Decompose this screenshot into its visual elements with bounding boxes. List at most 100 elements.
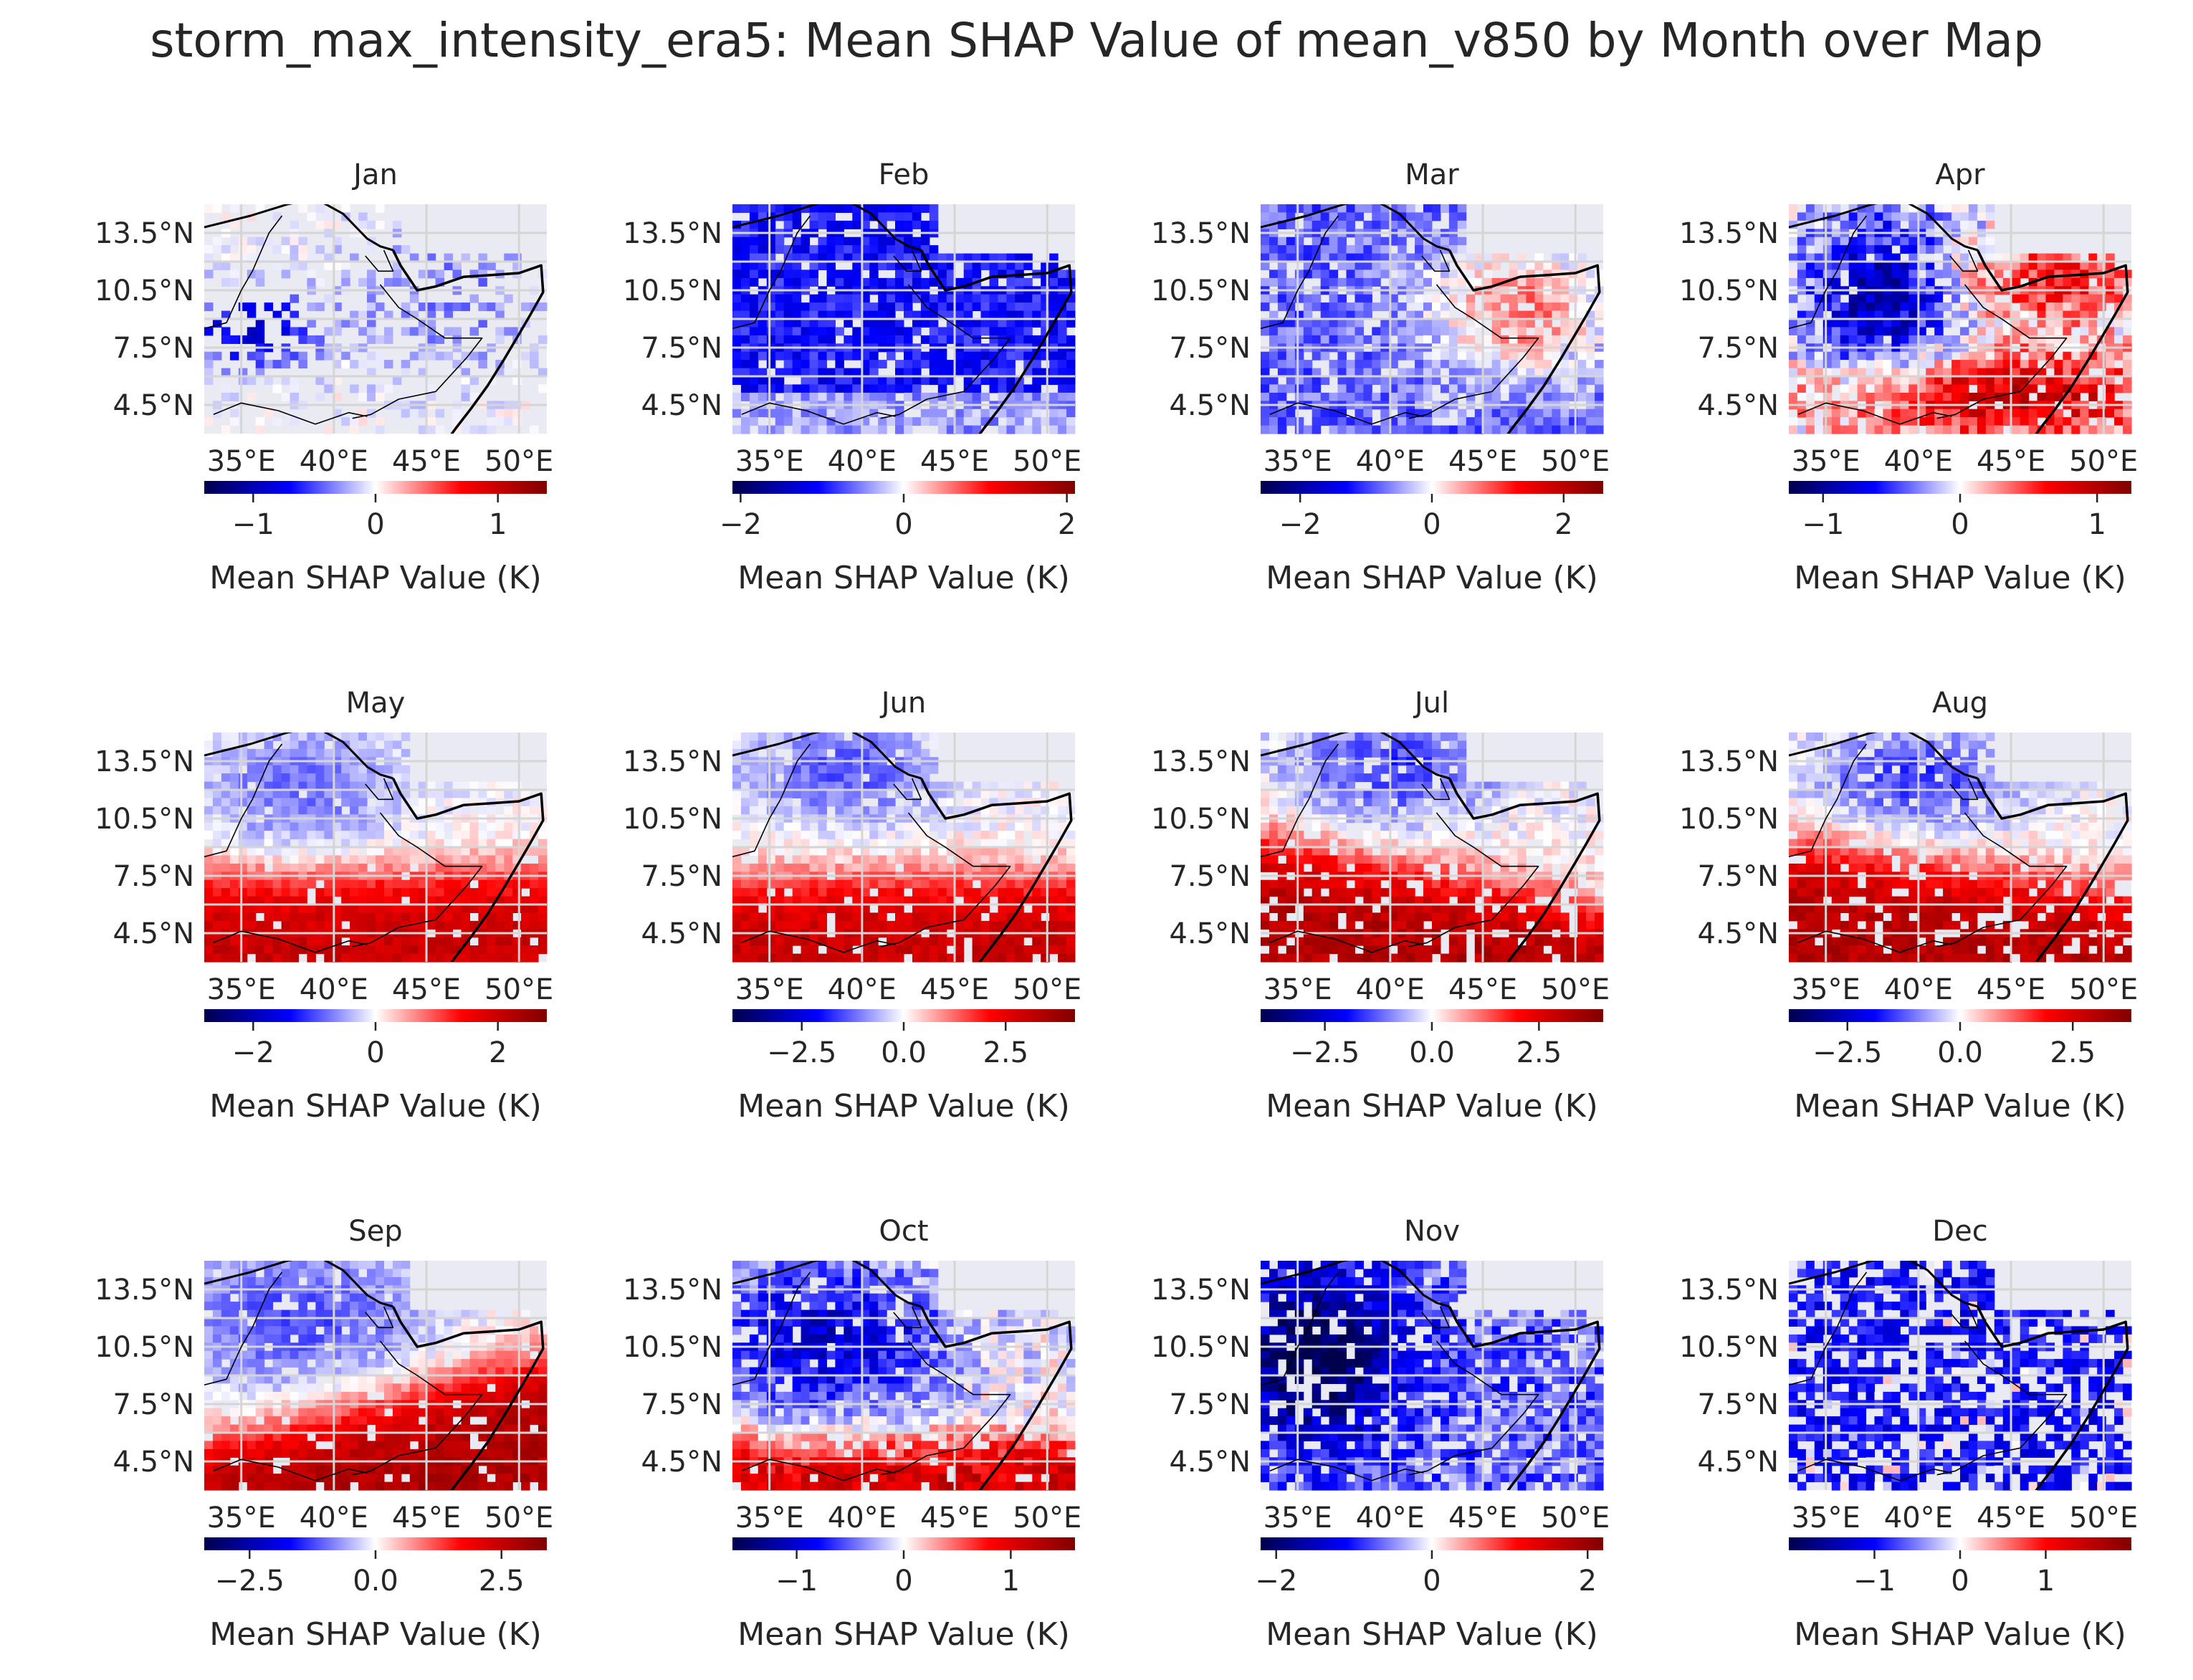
heat-cell bbox=[801, 335, 811, 344]
heat-cell bbox=[272, 798, 282, 807]
heat-cell bbox=[341, 855, 350, 864]
heat-cell bbox=[281, 888, 291, 897]
heat-cell bbox=[1058, 368, 1067, 377]
heat-cell bbox=[1277, 327, 1287, 336]
heat-cell bbox=[426, 896, 436, 905]
heat-cell bbox=[1006, 806, 1016, 815]
heat-cell bbox=[980, 310, 990, 320]
heat-cell bbox=[358, 905, 368, 913]
heat-cell bbox=[1569, 351, 1578, 361]
heat-cell bbox=[341, 781, 350, 791]
heat-cell bbox=[1805, 294, 1815, 303]
heat-cell bbox=[307, 781, 316, 791]
heat-cell bbox=[1560, 409, 1570, 418]
heat-cell bbox=[247, 310, 257, 320]
heat-cell bbox=[844, 831, 853, 840]
heat-cell bbox=[835, 384, 844, 393]
heat-cell bbox=[801, 905, 811, 913]
heat-cell bbox=[2037, 409, 2047, 418]
heat-cell bbox=[1032, 319, 1041, 328]
heat-cell bbox=[989, 277, 998, 287]
heat-cell bbox=[238, 879, 248, 889]
heat-cell bbox=[1058, 855, 1067, 864]
heat-cell bbox=[512, 937, 522, 946]
heat-cell bbox=[1917, 360, 1926, 369]
heat-cell bbox=[887, 204, 896, 213]
heat-cell bbox=[307, 732, 316, 741]
heat-cell bbox=[435, 781, 445, 791]
heat-cell bbox=[861, 740, 870, 750]
heat-cell bbox=[1891, 384, 1901, 393]
heat-cell bbox=[247, 245, 257, 254]
heat-cell bbox=[426, 912, 436, 922]
heat-cell bbox=[1814, 425, 1824, 434]
heat-cell bbox=[1372, 237, 1381, 246]
heat-cell bbox=[264, 781, 274, 791]
heat-cell bbox=[487, 888, 496, 897]
lon-tick-label: 35°E bbox=[207, 973, 276, 1006]
heat-cell bbox=[826, 732, 836, 741]
heat-cell bbox=[792, 277, 802, 287]
heat-cell bbox=[1423, 360, 1433, 369]
heat-cell bbox=[1303, 376, 1313, 385]
heat-cell bbox=[1586, 360, 1595, 369]
heat-cell bbox=[835, 392, 844, 401]
heat-cell bbox=[1934, 319, 1944, 328]
heat-cell bbox=[741, 822, 750, 831]
heat-cell bbox=[435, 351, 445, 361]
heat-cell bbox=[418, 937, 428, 946]
coastlines bbox=[1789, 204, 2129, 434]
heat-cell bbox=[1346, 376, 1355, 385]
heat-cell bbox=[469, 953, 479, 963]
heat-cell bbox=[298, 748, 307, 758]
heat-cell bbox=[852, 847, 861, 856]
heat-cell bbox=[307, 798, 316, 807]
heat-cell bbox=[2097, 417, 2106, 426]
heat-cell bbox=[835, 732, 844, 741]
heat-cell bbox=[861, 237, 870, 246]
heat-cell bbox=[1354, 302, 1364, 312]
heat-cell bbox=[426, 920, 436, 930]
heat-cell bbox=[1814, 310, 1824, 320]
heat-cell bbox=[392, 905, 402, 913]
heat-cell bbox=[2106, 335, 2115, 344]
heat-cell bbox=[1346, 220, 1355, 229]
heat-cell bbox=[504, 831, 513, 840]
heat-cell bbox=[333, 790, 342, 798]
heat-cell bbox=[861, 806, 870, 815]
heat-cell bbox=[1857, 392, 1867, 401]
heat-cell bbox=[1466, 269, 1476, 279]
heat-cell bbox=[221, 773, 231, 783]
heat-cell bbox=[1058, 360, 1067, 369]
heat-cell bbox=[732, 302, 742, 312]
heat-cell bbox=[818, 798, 827, 807]
heat-cell bbox=[1354, 204, 1364, 213]
heat-cell bbox=[2097, 294, 2106, 303]
heat-cell bbox=[1560, 417, 1570, 426]
coastline bbox=[741, 402, 896, 425]
heat-cell bbox=[980, 839, 990, 848]
heat-cell bbox=[1917, 319, 1926, 328]
heat-cell bbox=[809, 879, 818, 889]
heat-cell bbox=[1900, 310, 1909, 320]
heat-cell bbox=[461, 912, 470, 922]
heat-cell bbox=[1960, 319, 1969, 328]
heat-cell bbox=[1840, 376, 1850, 385]
heat-cell bbox=[1831, 253, 1841, 262]
heat-cell bbox=[732, 269, 742, 279]
heat-cell bbox=[1814, 417, 1824, 426]
heat-cell bbox=[1440, 262, 1450, 270]
heat-cell bbox=[989, 376, 998, 385]
heat-cell bbox=[324, 945, 333, 955]
heat-cell bbox=[324, 888, 333, 897]
heat-cell bbox=[281, 773, 291, 783]
heat-cell bbox=[1900, 294, 1909, 303]
heat-cell bbox=[852, 269, 861, 279]
heat-cell bbox=[758, 781, 768, 791]
heat-cell bbox=[1466, 262, 1476, 270]
heat-cell bbox=[487, 831, 496, 840]
lon-tick-label: 40°E bbox=[1884, 445, 1953, 478]
heat-cell bbox=[512, 945, 522, 955]
heat-cell bbox=[1015, 863, 1024, 872]
heat-cell bbox=[324, 262, 333, 270]
